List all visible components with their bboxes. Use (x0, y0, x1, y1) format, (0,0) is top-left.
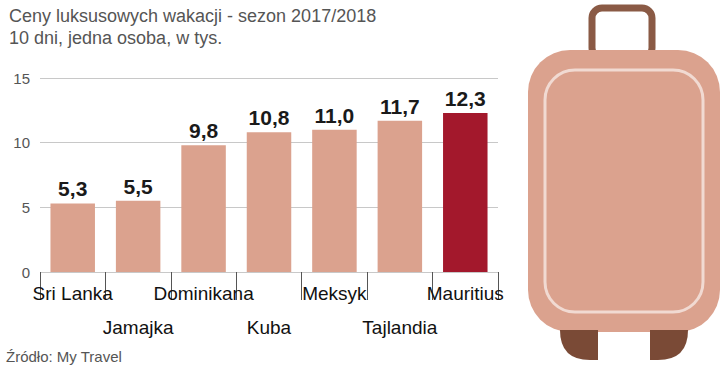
svg-text:Kuba: Kuba (247, 317, 292, 338)
svg-text:Źródło: My Travel: Źródło: My Travel (6, 348, 122, 365)
svg-text:10 dni, jedna osoba, w tys.: 10 dni, jedna osoba, w tys. (9, 28, 222, 48)
svg-text:Mauritius: Mauritius (427, 283, 504, 304)
svg-text:9,8: 9,8 (189, 119, 219, 142)
svg-text:5: 5 (22, 199, 30, 216)
svg-text:0: 0 (22, 264, 30, 281)
svg-text:5,5: 5,5 (124, 175, 154, 198)
svg-text:12,3: 12,3 (445, 87, 486, 110)
svg-text:Jamajka: Jamajka (103, 317, 174, 338)
svg-text:Ceny luksusowych wakacji - sez: Ceny luksusowych wakacji - sezon 2017/20… (9, 6, 376, 26)
svg-text:11,7: 11,7 (380, 95, 420, 118)
svg-text:Tajlandia: Tajlandia (362, 317, 437, 338)
svg-text:15: 15 (13, 70, 30, 87)
svg-text:Sri Lanka: Sri Lanka (33, 283, 114, 304)
svg-text:10,8: 10,8 (249, 106, 290, 129)
svg-text:Dominikana: Dominikana (153, 283, 254, 304)
svg-text:10: 10 (13, 134, 30, 151)
svg-text:11,0: 11,0 (315, 104, 355, 127)
svg-text:5,3: 5,3 (58, 177, 87, 200)
svg-text:Meksyk: Meksyk (302, 283, 367, 304)
